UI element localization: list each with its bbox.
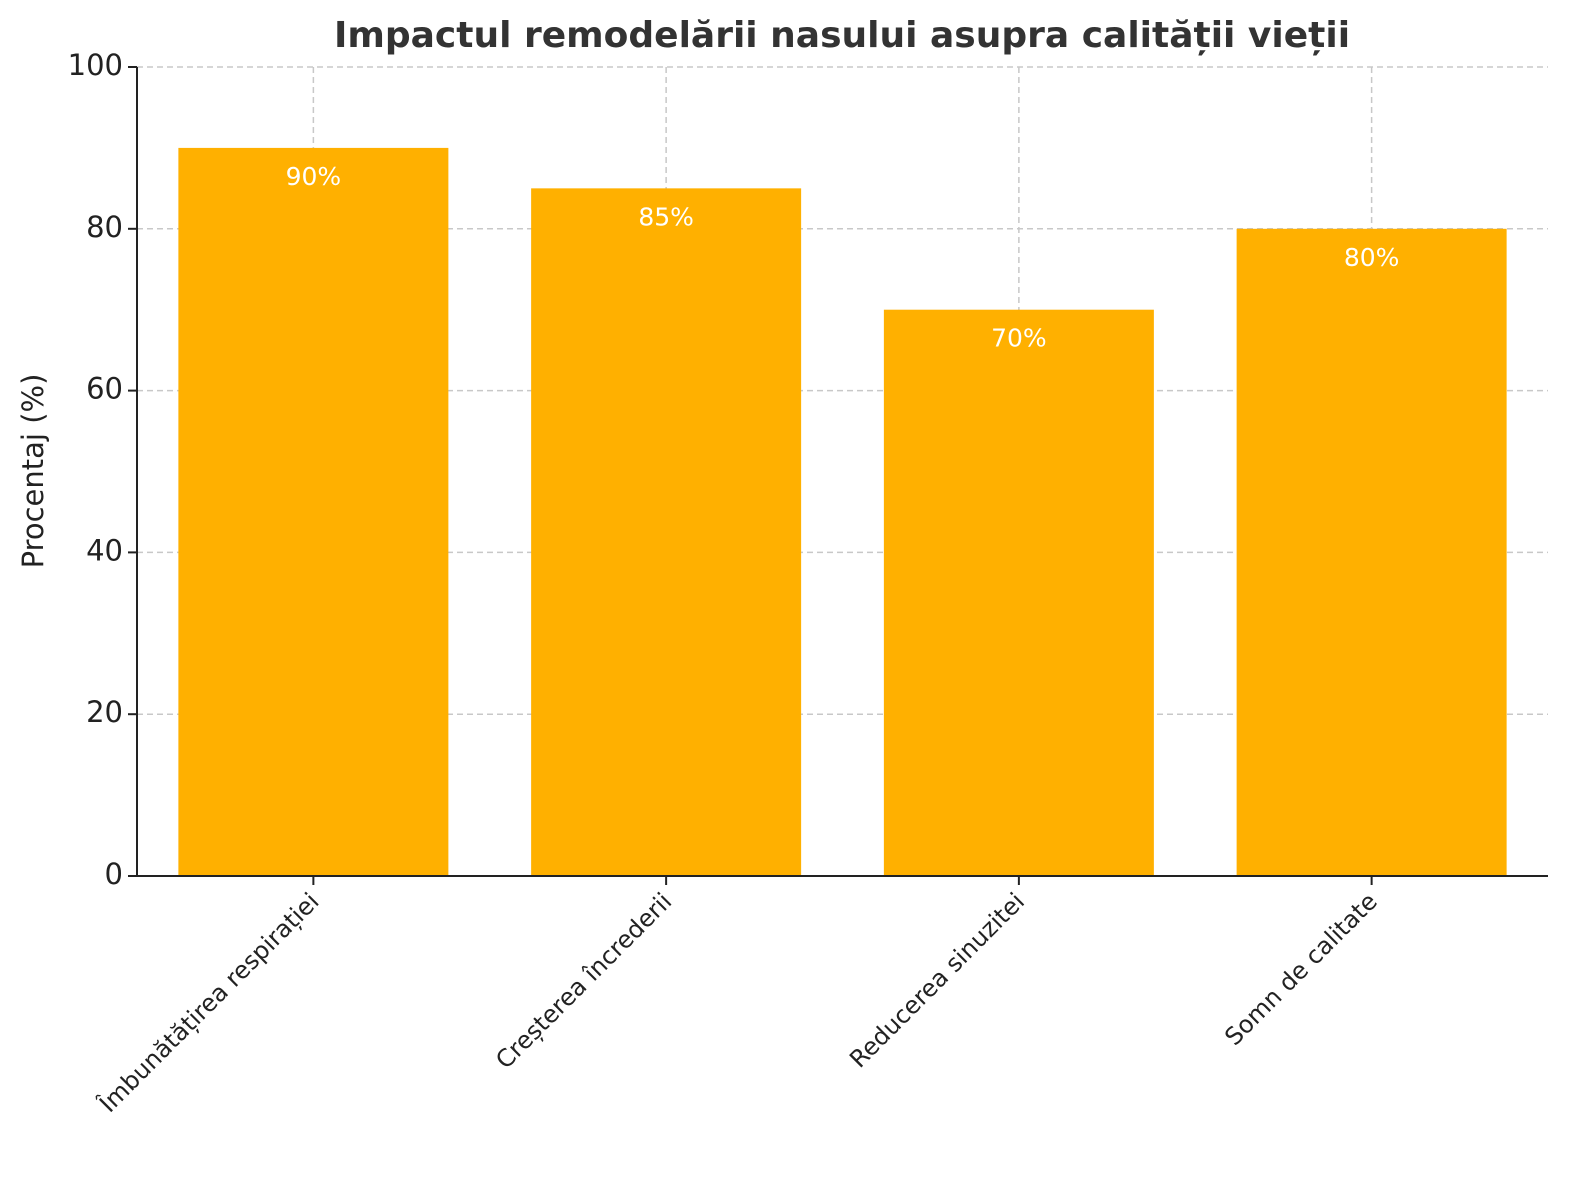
bar [531,188,802,877]
bar [883,309,1154,876]
y-tick-label: 80 [86,210,123,244]
bar [1236,228,1507,877]
x-tick-label: Somn de calitate [1219,887,1383,1051]
value-label: 85% [638,202,694,231]
chart-title: Impactul remodelării nasului asupra cali… [334,15,1350,56]
y-tick-label: 60 [86,372,123,406]
y-tick-label: 0 [105,857,123,891]
value-label: 90% [286,162,342,191]
bar [178,147,449,876]
y-tick-label: 20 [86,695,123,729]
y-tick-label: 100 [68,48,123,82]
y-tick-label: 40 [86,533,123,567]
y-axis-label: Procentaj (%) [16,374,50,569]
x-tick-label: Reducerea sinuzitei [844,887,1030,1073]
x-tick-label: Îmbunătățirea respirației [93,887,325,1119]
value-label: 70% [991,324,1047,353]
value-label: 80% [1344,243,1400,272]
x-tick-label: Creșterea încrederii [490,887,677,1074]
